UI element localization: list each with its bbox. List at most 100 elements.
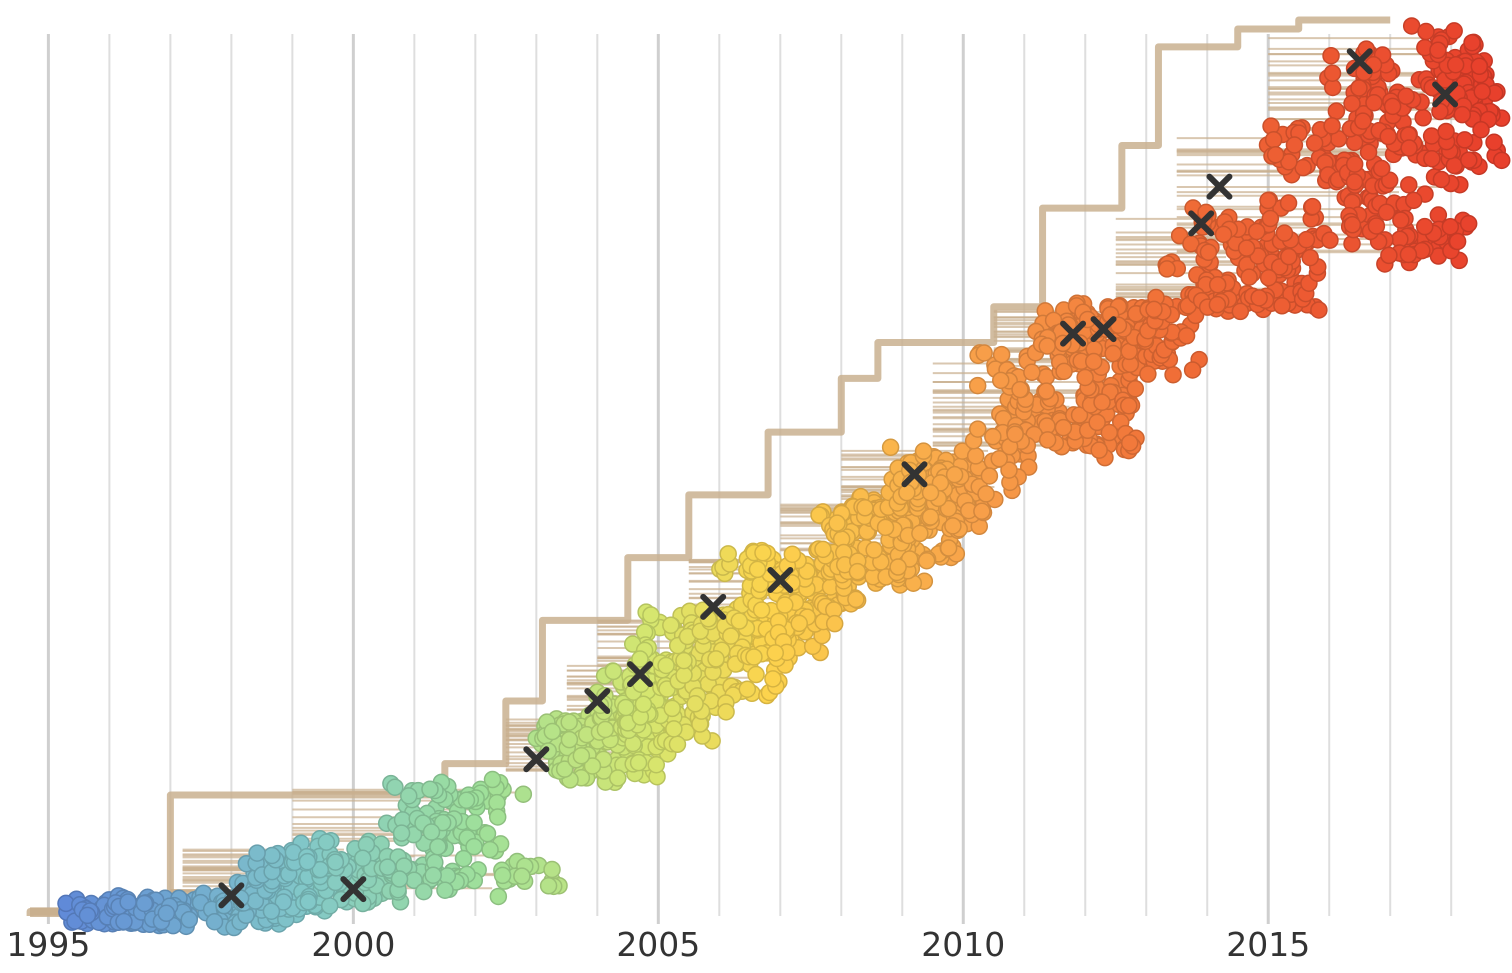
tip-point — [1372, 159, 1391, 178]
tip-point — [1392, 211, 1410, 229]
tip-point — [157, 904, 176, 923]
tip-point — [980, 467, 999, 485]
tip-point — [889, 558, 907, 576]
tip-point — [966, 447, 985, 465]
tip-point — [262, 902, 281, 920]
tip-point — [1459, 214, 1478, 233]
tip-point — [483, 770, 502, 789]
marked-nodes — [218, 48, 1459, 909]
tip-point — [634, 695, 653, 713]
tip-point — [353, 849, 372, 867]
tip-point — [766, 644, 785, 662]
tip-point — [1280, 153, 1298, 171]
tip-point — [969, 420, 987, 438]
tip-point — [1303, 197, 1322, 216]
marked-node-stroke — [1346, 48, 1373, 75]
tip-point — [1000, 461, 1018, 479]
tip-point — [1183, 361, 1202, 379]
tip-point — [783, 545, 802, 563]
tip-point — [274, 893, 293, 911]
tip-point — [1310, 301, 1328, 319]
tip-point — [326, 873, 345, 892]
x-tick-label-2005: 2005 — [616, 925, 700, 964]
tip-point — [1259, 191, 1277, 210]
marked-node-stroke — [523, 746, 550, 773]
tip-point — [1023, 363, 1041, 382]
tip-point — [748, 560, 767, 579]
tip-point — [730, 612, 749, 630]
tip-point — [378, 858, 397, 876]
tip-point — [560, 730, 579, 749]
tip-point — [1208, 275, 1227, 294]
tip-point — [1093, 393, 1111, 411]
tip-point — [1208, 295, 1227, 314]
tip-point — [1088, 413, 1106, 432]
tip-point — [968, 376, 987, 395]
tip-point — [1139, 365, 1157, 383]
tip-point — [1164, 365, 1182, 384]
tip-point — [392, 824, 411, 842]
tip-point — [457, 791, 476, 809]
tip-point — [917, 551, 936, 570]
tip-point — [298, 852, 317, 871]
marked-node-stroke — [1090, 316, 1117, 343]
tip-point — [1322, 46, 1340, 65]
tip-point — [764, 670, 782, 688]
tip-point — [1414, 109, 1432, 127]
tip-point — [939, 539, 958, 557]
tip-point — [1365, 93, 1383, 112]
marked-node-0 — [218, 882, 245, 909]
tip-point — [436, 881, 454, 899]
tip-point — [399, 787, 418, 805]
marked-node-7 — [901, 461, 928, 488]
tip-point — [1470, 57, 1489, 75]
tip-point — [663, 699, 681, 718]
tip-point — [990, 449, 1008, 468]
tip-point — [1323, 64, 1342, 82]
marked-node-stroke — [767, 567, 794, 593]
tip-point — [754, 544, 772, 562]
x-tick-label-1995: 1995 — [6, 925, 90, 964]
tip-point — [1301, 248, 1319, 267]
tip-point — [1199, 243, 1218, 262]
tip-point — [944, 517, 962, 535]
tip-point — [299, 892, 318, 911]
tip-point — [320, 897, 339, 915]
marked-node-stroke — [340, 876, 367, 903]
tip-point — [856, 499, 874, 517]
tip-point — [263, 846, 281, 865]
tip-point — [617, 698, 635, 717]
tip-point — [1400, 139, 1418, 157]
tip-point — [1305, 134, 1324, 152]
tip-point — [745, 648, 763, 666]
tip-point — [876, 518, 895, 537]
tip-point — [848, 562, 867, 581]
tip-point — [752, 601, 771, 619]
tip-point — [135, 894, 154, 913]
tip-point — [719, 545, 737, 563]
tip-point — [642, 606, 660, 624]
tip-point — [481, 840, 499, 859]
tip-point — [1441, 217, 1460, 236]
tip-point — [514, 785, 533, 803]
tip-point — [1377, 203, 1396, 221]
tip-point — [454, 849, 473, 868]
tip-point — [488, 808, 507, 826]
tip-point — [665, 720, 683, 738]
tip-point — [1343, 94, 1361, 113]
tip-point — [115, 912, 133, 931]
tip-point — [662, 616, 680, 635]
tip-point — [1037, 382, 1056, 400]
tip-point — [1485, 133, 1503, 151]
tip-point — [1038, 431, 1057, 449]
tip-point — [1383, 97, 1402, 116]
tip-point — [248, 844, 266, 862]
tip-point — [1145, 300, 1163, 319]
tip-point — [1266, 145, 1285, 164]
grid-lines — [46, 34, 1453, 924]
marked-node-stroke — [700, 593, 727, 620]
tip-point — [992, 371, 1010, 390]
tip-point — [414, 882, 433, 901]
tip-point — [1273, 297, 1291, 315]
tip-point — [911, 524, 929, 543]
